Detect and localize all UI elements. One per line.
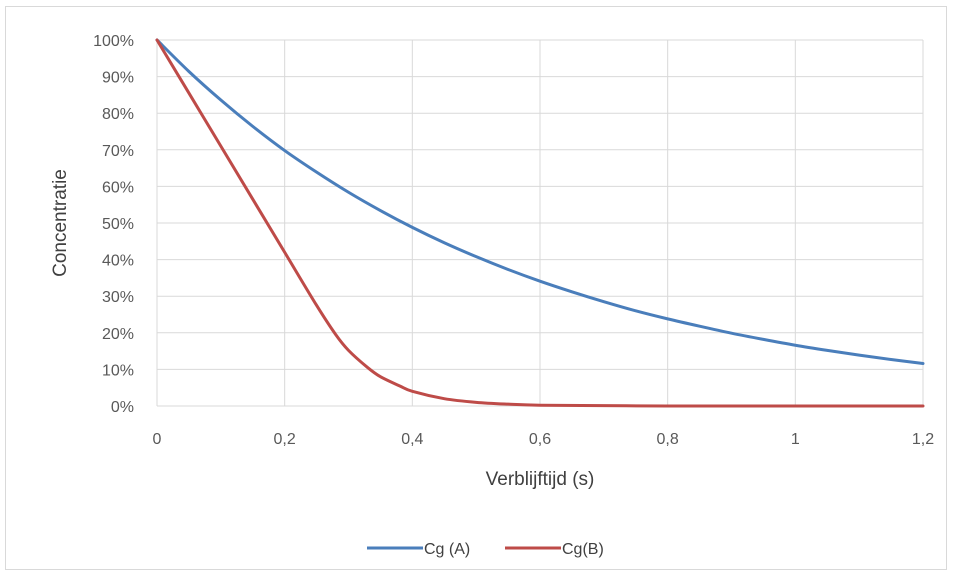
chart-frame <box>5 6 947 570</box>
legend-label: Cg(B) <box>562 541 604 558</box>
y-tick-label: 80% <box>102 106 134 123</box>
y-tick-label: 100% <box>93 33 134 50</box>
x-tick-label: 0,8 <box>657 431 679 448</box>
legend: Cg (A) Cg(B) <box>367 541 604 558</box>
y-tick-label: 70% <box>102 143 134 160</box>
y-tick-label: 40% <box>102 253 134 270</box>
y-tick-label: 60% <box>102 179 134 196</box>
series-line-cg-a <box>155 38 925 366</box>
x-tick-label: 0,2 <box>274 431 296 448</box>
x-tick-label: 0,4 <box>401 431 423 448</box>
x-tick-label: 1,2 <box>912 431 934 448</box>
y-tick-label: 90% <box>102 70 134 87</box>
gridlines <box>156 39 924 407</box>
y-tick-label: 30% <box>102 289 134 306</box>
series-lines <box>155 38 925 408</box>
y-tick-label: 20% <box>102 326 134 343</box>
x-axis-title: Verblijftijd (s) <box>486 469 595 490</box>
legend-label: Cg (A) <box>424 541 470 558</box>
x-axis-tick-labels: 0 0,2 0,4 0,6 0,8 1 1,2 <box>153 431 935 448</box>
y-tick-label: 0% <box>111 399 134 416</box>
y-axis-tick-labels: 0% 10% 20% 30% 40% 50% 60% 70% 80% 90% 100% <box>93 33 134 416</box>
x-tick-label: 1 <box>791 431 800 448</box>
y-axis-title: Concentratie <box>50 169 71 277</box>
x-tick-label: 0 <box>153 431 162 448</box>
x-tick-label: 0,6 <box>529 431 551 448</box>
series-line-cg-b <box>155 38 925 408</box>
y-tick-label: 10% <box>102 362 134 379</box>
y-tick-label: 50% <box>102 216 134 233</box>
